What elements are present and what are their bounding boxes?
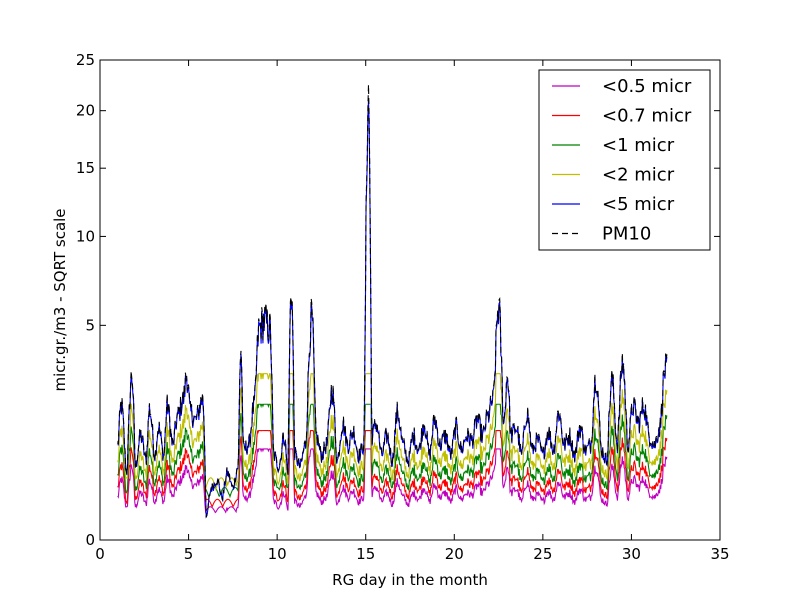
x-tick-label: 35 <box>710 545 729 563</box>
legend-label: <5 micr <box>602 194 675 215</box>
legend-label: <0.5 micr <box>602 76 692 97</box>
series-line--0-5-micr <box>117 448 668 514</box>
series-line--2-micr <box>117 373 668 492</box>
x-tick-label: 5 <box>184 545 194 563</box>
series-group <box>117 84 668 519</box>
legend-label: PM10 <box>602 224 651 245</box>
y-tick-label: 20 <box>76 102 95 120</box>
plot-frame <box>99 59 721 541</box>
series-line-pm10 <box>117 84 668 518</box>
legend-label: <0.7 micr <box>602 106 692 127</box>
legend-items: <0.5 micr <0.7 micr <1 micr <2 micr <5 micr P… <box>552 76 692 245</box>
x-axis-label: RG day in the month <box>332 571 488 589</box>
x-tick-label: 15 <box>356 545 375 563</box>
legend-box <box>538 69 711 251</box>
y-tick-label: 15 <box>76 159 95 177</box>
y-tick-label: 25 <box>76 51 95 69</box>
y-tick-label: 0 <box>85 531 95 549</box>
x-tick-label: 10 <box>268 545 287 563</box>
x-tick-label: 20 <box>445 545 464 563</box>
x-tick-label: 30 <box>622 545 641 563</box>
x-tick-label: 25 <box>533 545 552 563</box>
series-line--0-7-micr <box>117 429 668 509</box>
y-tick-label: 5 <box>85 316 95 334</box>
ticks-group: 0 5 10 15 20 25 30 35 0 5 10 15 20 25 <box>76 51 730 563</box>
y-tick-label: 10 <box>76 227 95 245</box>
legend-label: <2 micr <box>602 165 675 186</box>
x-tick-label: 0 <box>95 545 105 563</box>
legend: <0.5 micr <0.7 micr <1 micr <2 micr <5 micr P… <box>538 69 711 251</box>
legend-label: <1 micr <box>602 135 675 156</box>
y-axis-label: micr.gr./m3 - SQRT scale <box>51 208 69 391</box>
